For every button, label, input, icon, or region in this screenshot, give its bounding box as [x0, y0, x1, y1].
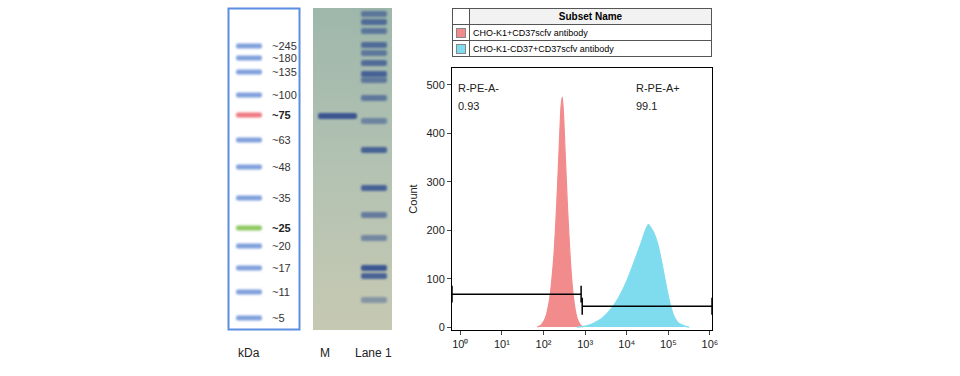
svg-text:~75: ~75 [272, 109, 291, 121]
svg-text:10⁵: 10⁵ [660, 338, 677, 350]
svg-text:10⁶: 10⁶ [702, 338, 719, 350]
svg-text:~48: ~48 [272, 161, 291, 173]
html-text:Subset Name: Subset Name [558, 11, 623, 22]
svg-text:~180: ~180 [272, 52, 297, 64]
svg-text:0: 0 [439, 321, 445, 333]
svg-text:~5: ~5 [272, 312, 285, 324]
svg-text:R-PE-A-: R-PE-A- [458, 82, 499, 94]
svg-text:~20: ~20 [272, 240, 291, 252]
svg-text:200: 200 [426, 224, 444, 236]
svg-text:~63: ~63 [272, 134, 291, 146]
svg-text:~35: ~35 [272, 192, 291, 204]
svg-text:99.1: 99.1 [636, 100, 657, 112]
svg-text:~17: ~17 [272, 262, 291, 274]
svg-text:10⁴: 10⁴ [618, 338, 635, 350]
svg-text:10³: 10³ [577, 338, 593, 350]
svg-text:10⁰: 10⁰ [452, 338, 468, 350]
svg-text:10²: 10² [536, 338, 552, 350]
svg-text:0.93: 0.93 [458, 100, 479, 112]
html-text:CHO-K1-CD37+CD37scfv antibody: CHO-K1-CD37+CD37scfv antibody [473, 43, 614, 54]
svg-text:500: 500 [426, 79, 444, 91]
svg-text:100: 100 [426, 273, 444, 285]
svg-text:10¹: 10¹ [494, 338, 510, 350]
html-text:CHO-K1+CD37scfv antibody: CHO-K1+CD37scfv antibody [473, 27, 588, 38]
svg-text:300: 300 [426, 176, 444, 188]
svg-text:Count: Count [407, 184, 419, 213]
svg-text:400: 400 [426, 127, 444, 139]
svg-text:~245: ~245 [272, 40, 297, 52]
svg-text:~135: ~135 [272, 66, 297, 78]
svg-text:~11: ~11 [272, 286, 290, 298]
svg-text:~100: ~100 [272, 89, 297, 101]
svg-text:~25: ~25 [272, 222, 291, 234]
svg-text:M: M [320, 346, 330, 360]
svg-text:Lane 1: Lane 1 [355, 346, 392, 360]
svg-text:R-PE-A+: R-PE-A+ [636, 82, 680, 94]
svg-text:kDa: kDa [238, 346, 260, 360]
